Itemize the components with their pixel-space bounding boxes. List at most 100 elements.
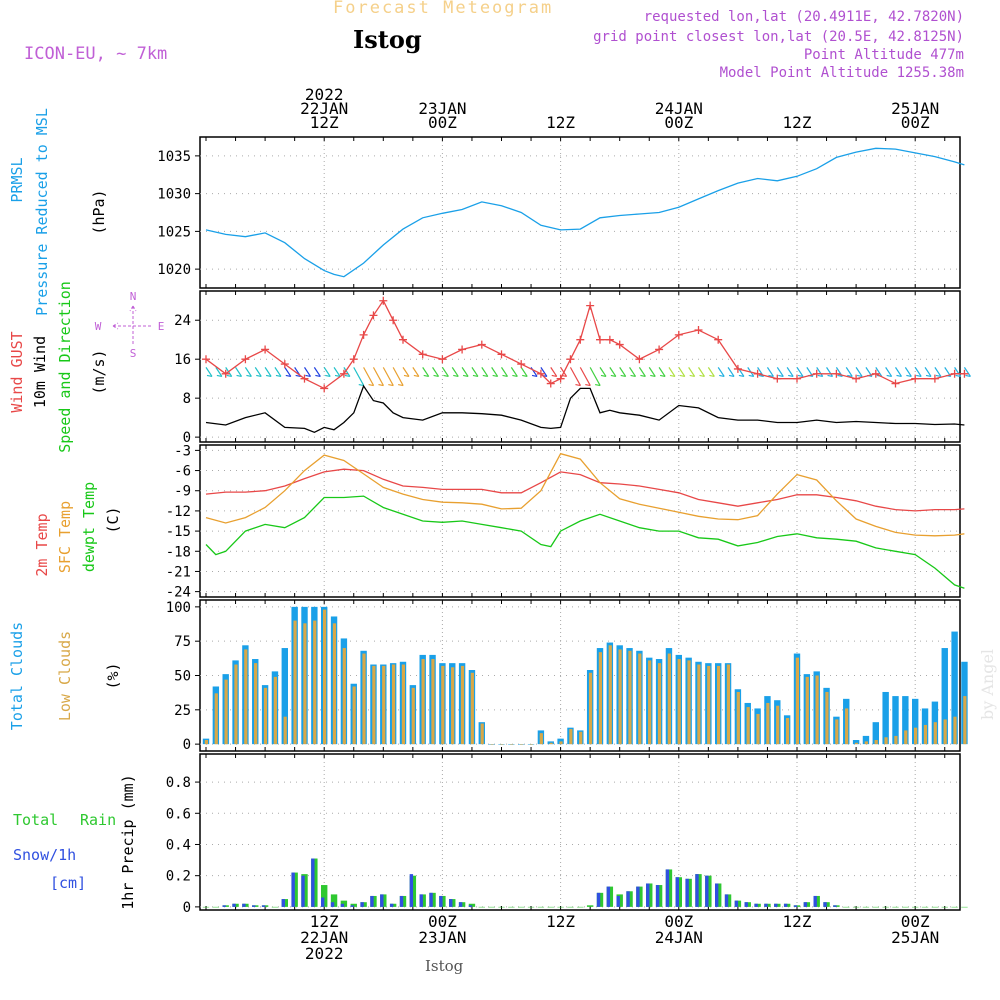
wind-direction-arrow	[333, 367, 341, 377]
precip-snow-bar	[468, 905, 473, 907]
precip-snow-bar	[380, 894, 384, 907]
wind-gust-point	[241, 355, 250, 364]
wind-gust-point	[517, 360, 526, 369]
low-cloud-bar	[854, 742, 859, 745]
temp-ytick-label: -12	[166, 504, 191, 520]
precip-total-label: Total	[13, 811, 58, 829]
precip-total-bar	[941, 906, 948, 908]
precip-total-bar	[902, 906, 909, 908]
wind-direction-arrow	[717, 367, 725, 377]
temp-sfc-line	[205, 452, 965, 537]
wind-gust-point	[280, 360, 289, 369]
precip-total-bar	[537, 906, 545, 908]
total-cloud-bar	[557, 738, 564, 745]
wind-direction-arrowhead	[659, 374, 666, 378]
precip-total-bar	[921, 906, 929, 908]
wind-direction-arrowhead	[650, 374, 656, 378]
low-cloud-bar	[923, 724, 928, 745]
low-cloud-bar	[421, 659, 425, 745]
bottom-time-label: 12Z	[783, 912, 812, 931]
low-cloud-bar	[914, 727, 918, 745]
wind-gust-point	[418, 350, 427, 359]
wind-direction-arrowhead	[837, 374, 843, 378]
wind-ytick-label: 0	[183, 430, 191, 446]
low-cloud-bar	[510, 744, 514, 745]
wind-gust-point	[655, 345, 664, 354]
top-time-label: 00Z	[428, 113, 457, 132]
wind-gust-point	[438, 355, 447, 364]
wind-direction-arrowhead	[595, 383, 601, 387]
temp-ytick-label: -18	[166, 544, 191, 560]
wind-direction-arrowhead	[935, 374, 942, 378]
model-altitude: Model Point Altitude 1255.38m	[719, 65, 964, 81]
top-time-label: 24JAN	[655, 99, 703, 118]
precip-snow-bar	[764, 903, 768, 907]
wind-direction-arrowhead	[226, 374, 232, 378]
low-cloud-bar	[608, 645, 612, 745]
top-time-label: 00Z	[664, 113, 693, 132]
total-cloud-bar	[882, 691, 889, 745]
wind-direction-arrowhead	[699, 374, 705, 378]
wind-direction-arrow	[826, 367, 834, 377]
wind-direction-arrow	[274, 367, 282, 377]
wind-direction-arrow	[510, 367, 518, 377]
wind-direction-arrowhead	[358, 383, 364, 387]
low-cloud-bar	[687, 660, 691, 745]
wind-panel-frame	[199, 290, 961, 443]
wind-direction-arrowhead	[398, 383, 404, 387]
wind-direction-arrowhead	[388, 383, 394, 387]
temp-unit-label: (C)	[104, 506, 122, 533]
wind-direction-arrowhead	[585, 383, 591, 387]
bottom-time-label: 23JAN	[418, 928, 466, 947]
precip-snow-bar	[409, 874, 414, 907]
low-cloud-bar	[746, 707, 750, 745]
precip-snow-bar	[232, 903, 236, 907]
wind-direction-arrowhead	[453, 374, 459, 378]
low-cloud-bar	[273, 676, 277, 745]
precip-ytick-label: 0.2	[166, 869, 191, 885]
wind-gust-point	[832, 369, 841, 378]
station-name: Istog	[353, 25, 422, 54]
low-cloud-bar	[342, 648, 346, 745]
temp-ytick-label: -9	[174, 484, 191, 500]
wind-direction-arrow	[353, 367, 365, 386]
wind-direction-arrowhead	[925, 374, 932, 378]
pressure-ytick-label: 1020	[157, 262, 191, 278]
wind-direction-arrowhead	[689, 374, 695, 378]
wind-direction-arrowhead	[679, 374, 685, 378]
wind-direction-arrowhead	[531, 374, 538, 378]
wind-direction-arrowhead	[482, 374, 488, 378]
wind-direction-arrowhead	[965, 374, 971, 378]
wind-direction-arrow	[432, 367, 440, 377]
wind-direction-arrow	[205, 367, 213, 377]
low-cloud-bar	[805, 676, 809, 745]
precip-snow-bar	[301, 875, 305, 907]
wind-direction-arrowhead	[886, 374, 892, 378]
wind-gust-point	[349, 355, 358, 364]
wind-direction-arrowhead	[669, 374, 676, 378]
wind-direction-arrow	[481, 367, 489, 377]
wind-direction-arrow	[323, 367, 331, 377]
wind-gust-point	[369, 311, 378, 320]
precip-total-bar	[862, 906, 870, 908]
low-cloud-bar	[500, 744, 504, 745]
precip-total-bar	[478, 906, 485, 908]
wind-direction-arrow	[550, 367, 558, 377]
precip-total-bar	[557, 906, 564, 908]
wind-ytick-label: 8	[183, 391, 191, 407]
wind-gust-point	[596, 335, 604, 344]
precip-total-bar	[508, 906, 515, 908]
cloud-unit-label: (%)	[104, 662, 122, 689]
wind-gust-point	[615, 340, 624, 349]
wind-gust-point	[960, 369, 969, 378]
precip-snow-bar	[252, 905, 256, 907]
top-time-label: 22JAN	[300, 99, 348, 118]
low-cloud-bar	[460, 665, 465, 745]
precip-total-bar	[271, 906, 279, 908]
precip-total-bar	[518, 906, 525, 908]
wind-gust-point	[605, 335, 614, 344]
precip-total-bar	[852, 906, 860, 908]
clouds-ytick-label: 0	[183, 737, 191, 753]
total-cloud-bar	[912, 698, 919, 745]
low-cloud-bar	[313, 620, 317, 745]
